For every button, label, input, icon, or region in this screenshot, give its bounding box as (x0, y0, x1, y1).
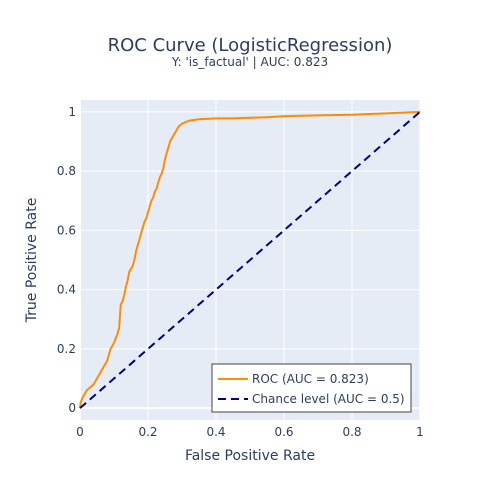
x-tick-label: 0.2 (138, 425, 157, 439)
legend: ROC (AUC = 0.823) Chance level (AUC = 0.… (211, 363, 412, 413)
y-tick-label: 1 (68, 105, 76, 119)
legend-entry-chance: Chance level (AUC = 0.5) (252, 392, 405, 406)
roc-curve-line (79, 110, 421, 409)
chart-subtitle: Y: 'is_factual' | AUC: 0.823 (171, 55, 328, 69)
x-tick-labels: 0 0.2 0.4 0.6 0.8 1 (76, 425, 424, 439)
x-tick-label: 1 (416, 425, 424, 439)
series-lines (79, 110, 421, 409)
legend-entry-roc: ROC (AUC = 0.823) (252, 372, 369, 386)
x-tick-label: 0 (76, 425, 84, 439)
y-axis-label: True Positive Rate (24, 198, 40, 324)
x-axis-label: False Positive Rate (185, 448, 315, 464)
y-tick-label: 0.2 (57, 342, 76, 356)
x-tick-label: 0.4 (206, 425, 225, 439)
chart-title: ROC Curve (LogisticRegression) (108, 35, 393, 56)
y-tick-label: 0 (68, 401, 76, 415)
y-tick-labels: 0 0.2 0.4 0.6 0.8 1 (57, 105, 76, 415)
chance-level-line (79, 111, 421, 409)
x-tick-label: 0.6 (274, 425, 293, 439)
y-tick-label: 0.6 (57, 223, 76, 237)
y-tick-label: 0.4 (57, 283, 76, 297)
y-tick-label: 0.8 (57, 164, 76, 178)
x-tick-label: 0.8 (342, 425, 361, 439)
legend-box (211, 363, 412, 413)
